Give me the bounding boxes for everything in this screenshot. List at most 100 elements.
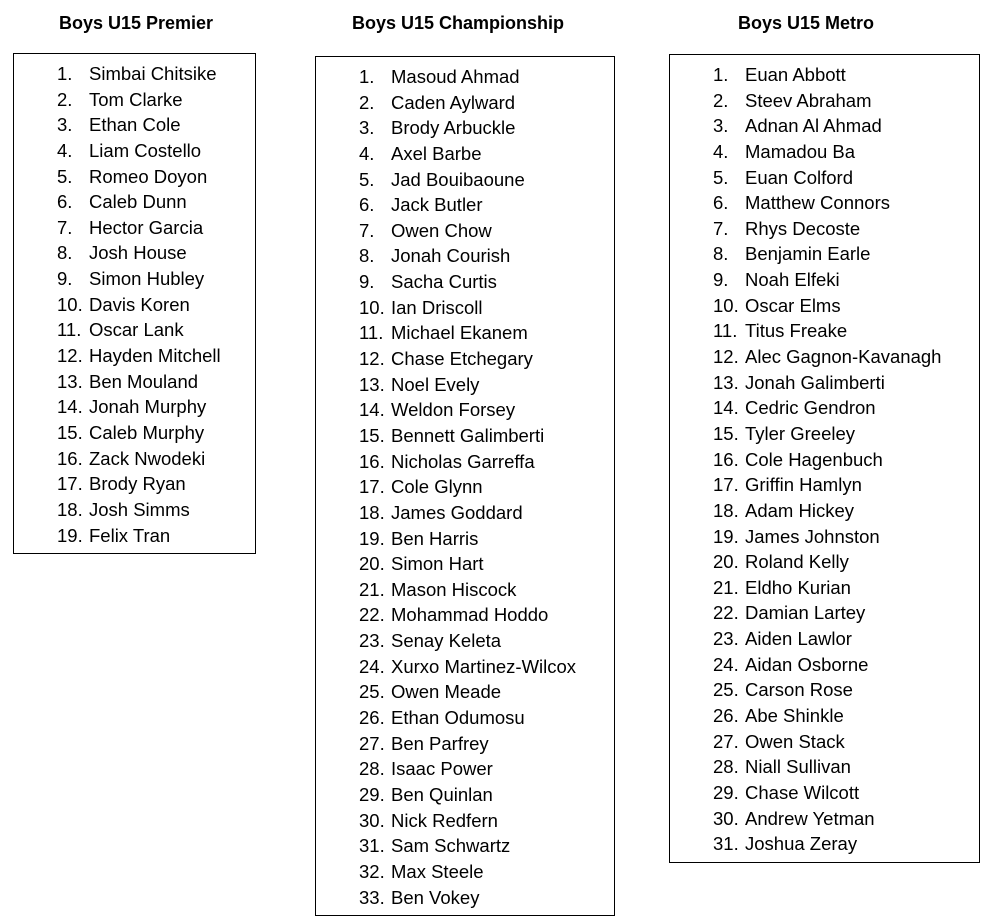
list-item: 7. Rhys Decoste [670,216,979,242]
player-name: Liam Costello [89,139,202,161]
list-number: 33. [359,886,385,908]
player-name: Bennett Galimberti [391,424,545,446]
list-item: 13. Noel Evely [316,372,614,398]
list-number: 7. [57,216,73,238]
player-name: Aidan Osborne [745,653,869,675]
list-item: 7. Hector Garcia [14,215,255,241]
player-name: Zack Nwodeki [89,447,206,469]
player-name: James Goddard [391,501,523,523]
list-number: 15. [57,421,83,443]
player-name: Weldon Forsey [391,399,516,421]
list-item: 30. Andrew Yetman [670,806,979,832]
list-item: 27. Ben Parfrey [316,731,614,757]
list-item: 3. Brody Arbuckle [316,115,614,141]
list-number: 10. [713,294,739,316]
list-item: 22. Mohammad Hoddo [316,602,614,628]
list-number: 31. [359,835,385,857]
list-number: 19. [713,525,739,547]
list-number: 20. [713,551,739,573]
list-item: 2. Steev Abraham [670,88,979,114]
list-item: 11. Oscar Lank [14,317,255,343]
list-number: 21. [359,578,385,600]
list-number: 8. [57,242,73,264]
title-championship: Boys U15 Championship [351,13,565,33]
player-name: Tyler Greeley [745,422,856,444]
list-item: 3. Adnan Al Ahmad [670,113,979,139]
championship-roster-box: 1. Masoud Ahmad 2. Caden Aylward 3. Brody Arb… [315,56,615,916]
list-item: 31. Sam Schwartz [316,833,614,859]
list-item: 9. Simon Hubley [14,266,255,292]
list-number: 19. [57,524,83,546]
player-name: Euan Abbott [745,64,846,85]
player-name: Aiden Lawlor [745,628,852,650]
list-number: 9. [713,269,729,291]
list-number: 14. [713,397,739,419]
list-item: 14. Cedric Gendron [670,395,979,421]
list-number: 16. [359,450,385,472]
list-item: 30. Nick Redfern [316,808,614,834]
list-item: 9. Sacha Curtis [316,269,614,295]
player-name: Alec Gagnon-Kavanagh [745,346,942,368]
list-item: 19. James Johnston [670,524,979,550]
list-number: 12. [359,348,385,370]
list-item: 6. Caleb Dunn [14,189,255,215]
list-item: 17. Brody Ryan [14,471,255,497]
player-name: Adam Hickey [745,499,854,521]
player-name: Brody Ryan [89,473,186,495]
list-number: 15. [359,424,385,446]
player-name: Jonah Murphy [89,396,207,418]
list-item: 11. Michael Ekanem [316,320,614,346]
list-item: 21. Mason Hiscock [316,577,614,603]
list-number: 9. [57,268,73,290]
list-item: 18. Josh Simms [14,497,255,523]
player-name: Damian Lartey [745,602,866,624]
player-name: Ben Vokey [391,886,480,908]
player-name: Jad Bouibaoune [391,168,525,190]
player-name: Matthew Connors [745,192,890,214]
list-item: 13. Ben Mouland [14,369,255,395]
player-name: Caleb Murphy [89,421,205,443]
list-item: 5. Euan Colford [670,165,979,191]
list-number: 4. [713,140,729,162]
list-number: 4. [57,139,73,161]
list-item: 29. Ben Quinlan [316,782,614,808]
list-number: 26. [359,707,385,729]
player-name: Sam Schwartz [391,835,511,857]
list-number: 17. [359,476,385,498]
list-item: 12. Chase Etchegary [316,346,614,372]
player-name: Masoud Ahmad [391,66,520,87]
player-name: Titus Freake [745,320,848,342]
list-item: 12. Alec Gagnon-Kavanagh [670,344,979,370]
player-name: Joshua Zeray [745,833,858,855]
list-number: 15. [713,422,739,444]
list-number: 13. [359,373,385,395]
list-number: 28. [713,756,739,778]
list-number: 17. [57,473,83,495]
list-number: 9. [359,271,375,293]
list-number: 32. [359,860,385,882]
list-item: 18. Adam Hickey [670,498,979,524]
list-item: 22. Damian Lartey [670,600,979,626]
list-number: 6. [57,191,73,213]
list-number: 1. [713,64,729,85]
player-name: Caden Aylward [391,91,516,113]
list-item: 14. Weldon Forsey [316,397,614,423]
list-item: 1. Masoud Ahmad [316,64,614,90]
list-item: 10. Ian Driscoll [316,295,614,321]
list-number: 14. [359,399,385,421]
player-name: Mason Hiscock [391,578,517,600]
list-item: 21. Eldho Kurian [670,575,979,601]
list-item: 2. Caden Aylward [316,90,614,116]
player-name: Ben Harris [391,527,479,549]
list-number: 14. [57,396,83,418]
list-item: 20. Roland Kelly [670,549,979,575]
list-number: 10. [359,296,385,318]
player-name: Steev Abraham [745,89,872,111]
list-item: 29. Chase Wilcott [670,780,979,806]
list-item: 10. Davis Koren [14,292,255,318]
list-item: 8. Josh House [14,240,255,266]
list-number: 11. [359,322,384,344]
metro-roster-box: 1. Euan Abbott 2. Steev Abraham 3. Adnan Al A… [669,54,980,863]
list-number: 20. [359,553,385,575]
player-name: Eldho Kurian [745,576,851,598]
